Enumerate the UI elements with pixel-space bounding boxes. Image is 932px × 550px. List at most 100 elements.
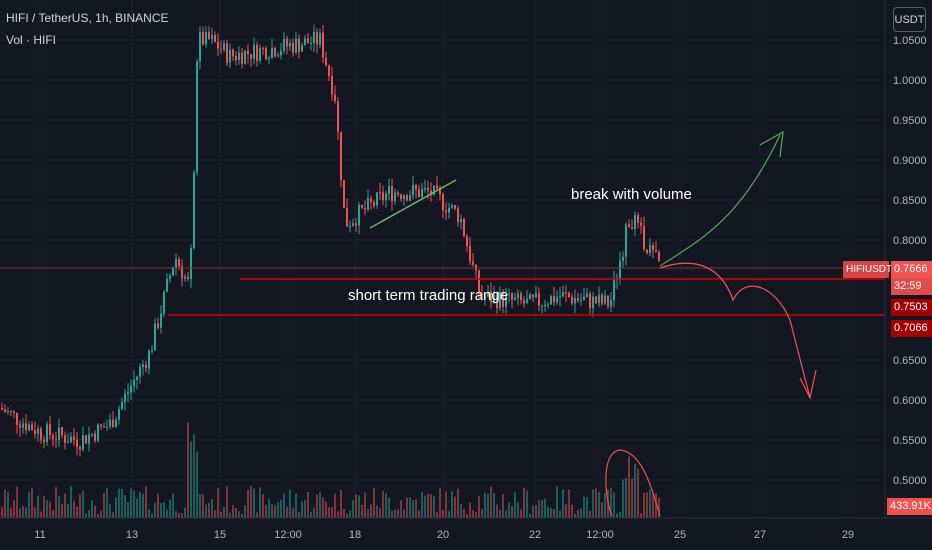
candle-body [571, 297, 573, 304]
candle-body [259, 48, 261, 61]
candle-body [514, 297, 516, 300]
candle-body [139, 366, 141, 377]
volume-bar [388, 497, 390, 518]
time-tick-label: 18 [349, 529, 361, 541]
volume-bar [235, 507, 237, 518]
volume-bar [289, 489, 291, 518]
candle-body [103, 426, 105, 428]
candle-body [562, 292, 564, 297]
candle-body [163, 291, 165, 314]
candle-body [490, 291, 492, 303]
candle-body [241, 52, 243, 64]
volume-bar [409, 497, 411, 518]
candle-body [607, 295, 609, 307]
candle-body [55, 439, 57, 441]
candle-body [40, 428, 42, 440]
time-axis[interactable]: 11 13 15 12:00 18 20 22 12:00 25 27 29 [0, 517, 932, 541]
candle-body [319, 32, 321, 45]
candle-body [193, 172, 195, 249]
volume-bar [355, 494, 357, 518]
user-drawings[interactable] [369, 130, 817, 517]
candle-body [631, 227, 633, 229]
candle-body [385, 193, 387, 201]
volume-bar [322, 497, 324, 518]
volume-bar [511, 505, 513, 518]
volume-bar [595, 488, 597, 518]
candle-body [124, 393, 126, 402]
candle-body [313, 32, 315, 44]
candle-body [190, 248, 192, 280]
candle-body [67, 442, 69, 444]
volume-bar [19, 508, 21, 518]
volume-bar [304, 500, 306, 518]
bullish-projection-arrow [659, 134, 781, 267]
volume-bar [658, 497, 660, 518]
candle-body [91, 433, 93, 435]
candle-body [205, 32, 207, 45]
volume-legend[interactable]: Vol · HIFI [6, 33, 57, 47]
bearish-projection-arrow [659, 262, 811, 399]
volume-bar [628, 456, 630, 518]
volume-bar [508, 502, 510, 518]
candle-body [262, 48, 264, 50]
volume-bar [580, 508, 582, 518]
volume-bar [559, 510, 561, 518]
volume-bar [67, 503, 69, 518]
candle-body [544, 305, 546, 307]
volume-bar [10, 507, 12, 518]
candle-body [7, 411, 9, 413]
volume-bar [370, 504, 372, 518]
candle-body [280, 50, 282, 56]
volume-bar [523, 487, 525, 518]
volume-bar [139, 492, 141, 518]
time-tick-label: 12:00 [586, 529, 614, 541]
candle-body [244, 50, 246, 64]
volume-bar [13, 500, 15, 518]
price-axis[interactable]: 1.0500 1.0000 0.9500 0.9000 0.8500 0.8000 0.65… [884, 0, 927, 518]
candle-body [604, 295, 606, 304]
volume-bar [532, 505, 534, 518]
volume-bar [25, 507, 27, 518]
candle-body [529, 294, 531, 299]
volume-bar [349, 510, 351, 518]
candle-body [175, 259, 177, 268]
volume-bar [244, 505, 246, 518]
volume-bar [538, 500, 540, 518]
volume-bar [334, 493, 336, 518]
time-tick-label: 20 [437, 529, 449, 541]
candle-body [619, 260, 621, 279]
candle-body [517, 293, 519, 298]
candle-body [154, 323, 156, 351]
candle-body [286, 38, 288, 47]
price-tick-label: 1.0500 [893, 35, 927, 47]
candle-body [358, 205, 360, 226]
candle-body [499, 291, 501, 309]
candle-body [598, 294, 600, 304]
volume-bar [550, 508, 552, 518]
volume-bar [391, 510, 393, 518]
candle-body [553, 296, 555, 303]
volume-bar [208, 503, 210, 518]
currency-button[interactable]: USDT [893, 7, 926, 32]
volume-bar [487, 493, 489, 518]
candle-body [97, 424, 99, 441]
volume-bar [82, 490, 84, 518]
volume-bar [475, 512, 477, 518]
candle-body [112, 419, 114, 428]
volume-bar [592, 489, 594, 518]
volume-bar [85, 513, 87, 518]
volume-bar [505, 510, 507, 518]
candle-body [85, 435, 87, 444]
volume-bar [466, 513, 468, 518]
volume-bar [268, 499, 270, 518]
horizontal-levels[interactable] [0, 267, 885, 316]
candle-body [25, 423, 27, 431]
volume-bar [496, 504, 498, 518]
candle-body [142, 364, 144, 367]
candle-body [457, 208, 459, 223]
symbol-legend[interactable]: HIFI / TetherUS, 1h, BINANCE [6, 11, 169, 25]
candle-body [463, 218, 465, 237]
volume-bar [493, 492, 495, 518]
